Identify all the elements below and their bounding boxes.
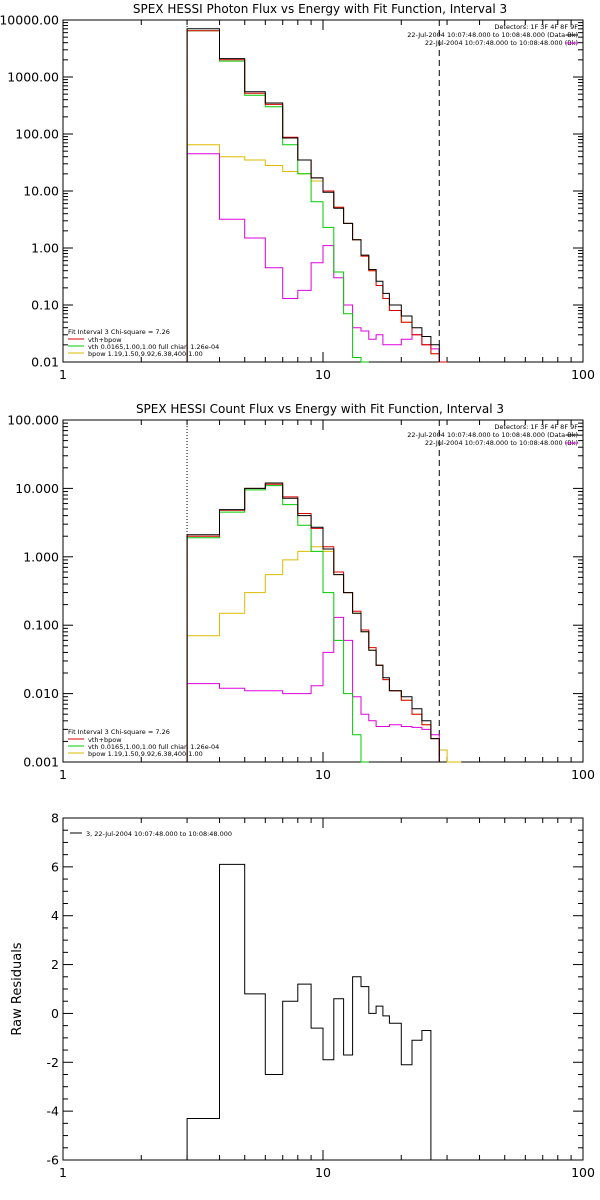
info-line-3: 22-Jul-2004 10:07:48.000 to 10:08:48.000… bbox=[425, 39, 578, 47]
y-tick-label: 6 bbox=[51, 859, 59, 874]
y-tick-label: 100.000 bbox=[7, 413, 59, 428]
x-tick-label: 1 bbox=[59, 367, 67, 382]
x-tick-label: 1 bbox=[59, 767, 67, 782]
x-tick-label: 1 bbox=[59, 1165, 67, 1180]
legend-label: bpow 1.19,1.50,9.92,6.38,400,1.00 bbox=[88, 750, 203, 758]
legend-label: vth 0.0165,1.00,1.00 full chian 1.26e-04 bbox=[88, 743, 219, 751]
x-tick-label: 100 bbox=[571, 1165, 595, 1180]
title-photon: SPEX HESSI Photon Flux vs Energy with Fi… bbox=[133, 2, 507, 16]
y-tick-label: 10.000 bbox=[15, 481, 59, 496]
series-vth+bpow bbox=[186, 30, 448, 363]
axes-frame-residuals bbox=[62, 817, 584, 1161]
legend-label: vth+bpow bbox=[88, 336, 122, 344]
y-tick-label: 0.010 bbox=[23, 686, 59, 701]
y-tick-label: -6 bbox=[47, 1153, 60, 1168]
marks-photon: 1 10 100 0.01 0.10 1.00 10.00 100.00 1000.00 1000… bbox=[0, 13, 595, 383]
y-tick-label: 100.00 bbox=[15, 127, 59, 142]
y-tick-label: 1000.00 bbox=[7, 70, 59, 85]
y-tick-label: 10.00 bbox=[23, 184, 59, 199]
y-axis-label: Raw Residuals bbox=[10, 942, 25, 1035]
panel-residuals: 1 10 100 -6 -4 -2 0 2 4 6 8 3, 22-Jul-2004 10:07:4… bbox=[10, 811, 595, 1181]
y-tick-label: 0.10 bbox=[31, 298, 59, 313]
x-tick-label: 100 bbox=[571, 367, 595, 382]
y-tick-label: 0.001 bbox=[23, 755, 59, 770]
info-line-3: 22-Jul-2004 10:07:48.000 to 10:08:48.000… bbox=[425, 439, 578, 447]
info-line-2: 22-Jul-2004 10:07:48.000 to 10:08:48.000… bbox=[407, 431, 578, 439]
series-vth bbox=[186, 30, 369, 363]
y-tick-label: 10000.00 bbox=[0, 13, 59, 28]
y-tick-label: 8 bbox=[51, 811, 59, 826]
info-line-1: Detectors: 1F 3F 4F 8F 9F bbox=[494, 23, 578, 31]
title-count: SPEX HESSI Count Flux vs Energy with Fit… bbox=[136, 402, 504, 416]
legend-label: bpow 1.19,1.50,9.92,6.38,400,1.00 bbox=[88, 350, 203, 358]
y-tick-label: 2 bbox=[51, 957, 59, 972]
panel-photon-flux: SPEX HESSI Photon Flux vs Energy with Fi… bbox=[0, 2, 595, 382]
series-vth+bpow bbox=[186, 483, 440, 762]
y-tick-label: 1.00 bbox=[31, 241, 59, 256]
marks-residuals: 1 10 100 -6 -4 -2 0 2 4 6 8 bbox=[47, 811, 595, 1181]
x-tick-label: 10 bbox=[315, 1165, 331, 1180]
marks-count: 1 10 100 0.001 0.010 0.100 1.000 10.000 100.000 bbox=[7, 413, 595, 783]
y-tick-label: 4 bbox=[51, 908, 59, 923]
y-tick-label: 0.100 bbox=[23, 618, 59, 633]
y-tick-label: 0.01 bbox=[31, 355, 59, 370]
x-tick-label: 100 bbox=[571, 767, 595, 782]
x-tick-label: 10 bbox=[315, 767, 331, 782]
legend-label: 3, 22-Jul-2004 10:07:48.000 to 10:08:48.… bbox=[86, 830, 232, 838]
series-vth bbox=[186, 485, 369, 763]
series-bpow bbox=[186, 546, 462, 763]
panel-count-flux: SPEX HESSI Count Flux vs Energy with Fit… bbox=[7, 402, 595, 782]
series-bpow bbox=[186, 144, 448, 363]
legend-label: vth+bpow bbox=[88, 736, 122, 744]
x-tick-label: 10 bbox=[315, 367, 331, 382]
series-data-bk bbox=[186, 28, 440, 362]
series-bk bbox=[186, 153, 440, 362]
series-bk bbox=[186, 616, 440, 762]
legend-label: vth 0.0165,1.00,1.00 full chian 1.26e-04 bbox=[88, 343, 219, 351]
series-residuals bbox=[186, 863, 440, 1161]
y-tick-label: 0 bbox=[51, 1006, 59, 1021]
y-tick-label: -2 bbox=[47, 1055, 59, 1070]
fit-label: Fit Interval 3 Chi-square = 7.26 bbox=[68, 328, 170, 336]
series-data-bk bbox=[186, 482, 440, 762]
fit-label: Fit Interval 3 Chi-square = 7.26 bbox=[68, 728, 170, 736]
info-line-1: Detectors: 1F 3F 4F 8F 9F bbox=[494, 423, 578, 431]
y-tick-label: 1.000 bbox=[23, 549, 59, 564]
info-line-2: 22-Jul-2004 10:07:48.000 to 10:08:48.000… bbox=[407, 31, 578, 39]
y-tick-label: -4 bbox=[47, 1104, 60, 1119]
